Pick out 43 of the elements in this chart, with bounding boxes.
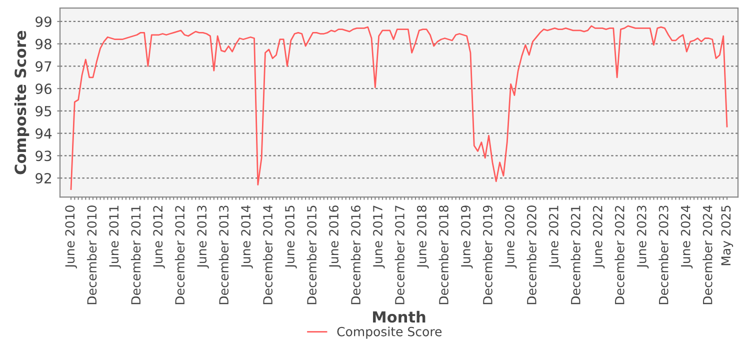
y-tick-label: 92 (36, 173, 51, 184)
x-tick-label: June 2019 (460, 206, 473, 268)
x-tick-label: June 2023 (636, 206, 649, 268)
x-tick-label: June 2010 (65, 206, 77, 268)
x-tick-label: December 2012 (174, 206, 185, 304)
x-tick-label: December 2015 (306, 206, 317, 304)
y-axis-title: Composite Score (14, 30, 30, 174)
x-tick-label: June 2014 (241, 205, 253, 268)
x-tick-label: June 2020 (504, 206, 517, 268)
x-tick-label: May 2025 (721, 206, 734, 266)
x-tick-label: June 2015 (285, 206, 297, 268)
x-tick-label: December 2014 (262, 205, 273, 304)
x-tick-label: June 2013 (197, 206, 209, 268)
x-tick-label: June 2018 (416, 206, 429, 268)
x-axis-title: Month (373, 310, 426, 323)
x-tick-label: December 2018 (438, 206, 448, 304)
y-tick-label: 97 (36, 61, 52, 72)
x-tick-label: June 2022 (592, 206, 605, 268)
x-tick-label: December 2019 (482, 206, 492, 304)
x-tick-label: December 2020 (526, 206, 536, 304)
x-tick-label: December 2011 (130, 206, 141, 304)
x-tick-label: December 2024 (702, 205, 712, 304)
y-tick-label: 99 (36, 16, 52, 27)
y-tick-label: 95 (36, 106, 52, 116)
x-tick-label: December 2022 (614, 206, 624, 304)
x-tick-label: June 2021 (548, 206, 561, 268)
x-tick-label: December 2016 (350, 205, 360, 304)
x-tick-label: June 2012 (153, 206, 165, 268)
x-tick-label: December 2017 (394, 206, 404, 304)
legend-label: Composite Score (337, 326, 442, 339)
y-tick-label: 94 (36, 128, 52, 139)
x-tick-label: June 2011 (109, 206, 121, 268)
x-tick-label: December 2013 (218, 206, 229, 304)
y-tick-label: 96 (36, 84, 52, 94)
x-tick-label: December 2023 (658, 206, 668, 304)
x-tick-label: June 2016 (329, 205, 341, 268)
x-tick-label: December 2010 (86, 206, 97, 304)
x-tick-label: December 2021 (570, 206, 580, 304)
x-tick-label: June 2024 (680, 205, 693, 268)
y-tick-label: 93 (36, 150, 52, 162)
line-series (70, 25, 728, 190)
y-tick-label: 98 (36, 38, 52, 50)
x-tick-label: June 2017 (373, 206, 385, 268)
